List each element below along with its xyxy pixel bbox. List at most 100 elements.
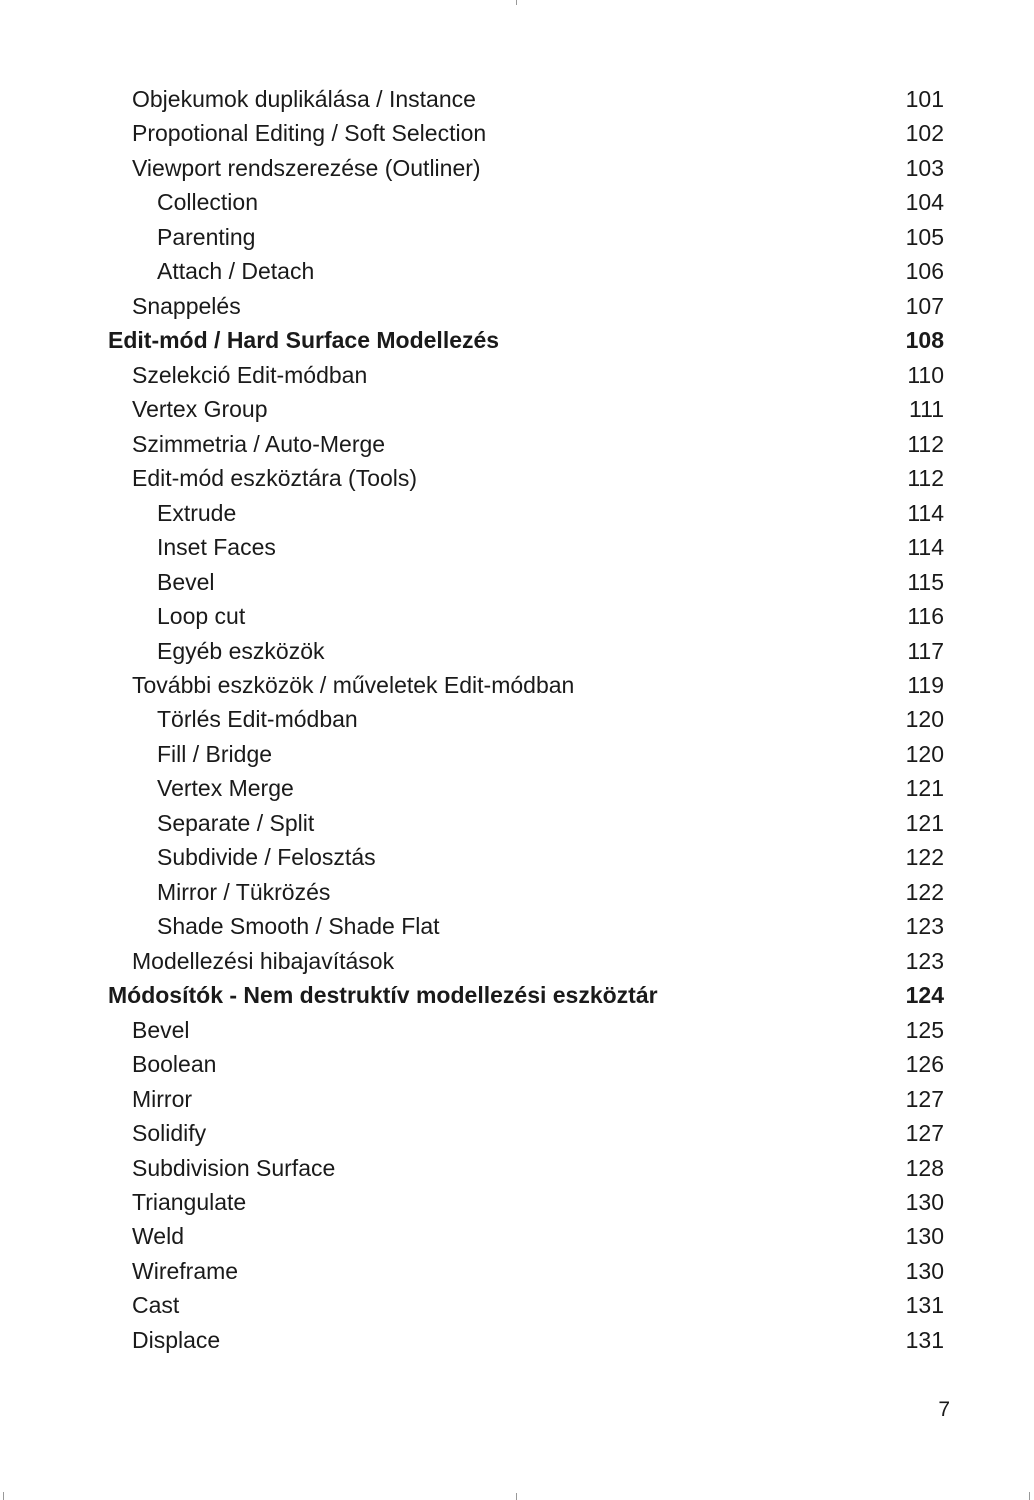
toc-entry[interactable]: Loop cut 116	[0, 599, 1034, 633]
toc-entry-title: Bevel	[157, 568, 215, 595]
toc-entry-title: Objekumok duplikálása / Instance	[132, 86, 476, 112]
toc-entry[interactable]: Wireframe 130	[0, 1254, 1034, 1288]
toc-entry-page: 120	[905, 740, 944, 767]
toc-entry-title: Subdivision Surface	[132, 1154, 336, 1181]
toc-entry-title: Triangulate	[132, 1189, 247, 1215]
toc-entry[interactable]: Edit-mód eszköztára (Tools) 112	[0, 461, 1034, 495]
toc-entry-title: Módosítók - Nem destruktív modellezési e…	[108, 982, 658, 1009]
toc-entry[interactable]: Shade Smooth / Shade Flat 123	[0, 909, 1034, 943]
toc-entry-page: 104	[905, 189, 944, 216]
toc-entry[interactable]: Egyéb eszközök 117	[0, 634, 1034, 668]
toc-entry-page: 130	[905, 1189, 944, 1215]
toc-entry[interactable]: Separate / Split 121	[0, 806, 1034, 840]
toc-entry-title: Cast	[132, 1292, 180, 1319]
toc-entry-page: 123	[905, 913, 944, 940]
toc-entry[interactable]: Törlés Edit-módban 120	[0, 702, 1034, 736]
toc-entry[interactable]: Subdivide / Felosztás 122	[0, 840, 1034, 874]
toc-entry-page: 127	[905, 1085, 944, 1112]
toc-entry-page: 128	[905, 1154, 944, 1181]
toc-entry-page: 124	[905, 982, 944, 1009]
toc-entry-page: 107	[905, 292, 944, 319]
toc-entry-page: 105	[905, 223, 944, 250]
toc-entry-title: Vertex Merge	[157, 775, 294, 802]
toc-entry[interactable]: További eszközök / műveletek Edit-módban…	[0, 668, 1034, 702]
toc-entry-title: Snappelés	[132, 292, 241, 319]
toc-entry[interactable]: Boolean 126	[0, 1047, 1034, 1081]
toc-entry[interactable]: Displace 131	[0, 1323, 1034, 1357]
toc-entry[interactable]: Szimmetria / Auto-Merge 112	[0, 427, 1034, 461]
toc-entry-page: 111	[909, 396, 944, 423]
toc-entry[interactable]: Snappelés 107	[0, 289, 1034, 323]
toc-entry-title: Subdivide / Felosztás	[157, 844, 376, 871]
toc-entry-page: 114	[907, 534, 944, 561]
toc-entry-page: 110	[907, 361, 944, 388]
toc-entry-title: Wireframe	[132, 1257, 239, 1284]
toc-entry-page: 119	[907, 671, 944, 698]
toc-entry-page: 116	[907, 603, 944, 630]
toc-entry-page: 117	[907, 637, 944, 664]
toc-entry[interactable]: Solidify 127	[0, 1116, 1034, 1150]
toc-entry[interactable]: Viewport rendszerezése (Outliner) 103	[0, 151, 1034, 185]
toc-entry-page: 101	[905, 86, 944, 112]
toc-entry[interactable]: Parenting 105	[0, 220, 1034, 254]
toc-entry[interactable]: Subdivision Surface 128	[0, 1151, 1034, 1185]
toc-entry-page: 112	[907, 465, 944, 492]
table-of-contents: Objekumok duplikálása / Instance 101 Propo…	[0, 82, 1034, 1357]
toc-entry-title: Szimmetria / Auto-Merge	[132, 430, 386, 457]
toc-entry-title: Parenting	[157, 223, 256, 250]
toc-entry[interactable]: Extrude 114	[0, 496, 1034, 530]
toc-entry[interactable]: Vertex Merge 121	[0, 771, 1034, 805]
toc-chapter-entry[interactable]: Módosítók - Nem destruktív modellezési e…	[0, 978, 1034, 1012]
toc-entry-title: Separate / Split	[157, 809, 315, 836]
toc-entry-page: 122	[905, 844, 944, 871]
toc-entry-page: 102	[905, 120, 944, 147]
toc-entry[interactable]: Vertex Group 111	[0, 392, 1034, 426]
toc-entry-page: 130	[905, 1223, 944, 1250]
toc-entry-title: Inset Faces	[157, 534, 276, 561]
toc-entry-page: 106	[905, 258, 944, 285]
toc-entry-page: 108	[905, 327, 944, 354]
crop-mark-bottom	[516, 1493, 517, 1500]
toc-entry-title: Solidify	[132, 1120, 207, 1147]
toc-entry-title: Vertex Group	[132, 396, 268, 423]
toc-entry-page: 115	[907, 568, 944, 595]
toc-entry[interactable]: Szelekció Edit-módban 110	[0, 358, 1034, 392]
toc-entry-title: Weld	[132, 1223, 184, 1250]
toc-entry-page: 122	[905, 878, 944, 905]
toc-entry[interactable]: Triangulate 130	[0, 1185, 1034, 1219]
toc-entry-title: Edit-mód / Hard Surface Modellezés	[108, 327, 500, 354]
toc-entry[interactable]: Objekumok duplikálása / Instance 101	[0, 82, 1034, 116]
toc-chapter-entry[interactable]: Edit-mód / Hard Surface Modellezés 108	[0, 323, 1034, 357]
toc-entry[interactable]: Fill / Bridge 120	[0, 737, 1034, 771]
toc-entry-title: Mirror	[132, 1085, 193, 1112]
toc-entry[interactable]: Mirror / Tükrözés 122	[0, 875, 1034, 909]
toc-entry[interactable]: Weld 130	[0, 1219, 1034, 1253]
toc-entry-title: Extrude	[157, 499, 237, 526]
toc-entry[interactable]: Attach / Detach 106	[0, 254, 1034, 288]
toc-entry[interactable]: Collection 104	[0, 185, 1034, 219]
toc-entry[interactable]: Cast 131	[0, 1288, 1034, 1322]
toc-entry[interactable]: Bevel 125	[0, 1013, 1034, 1047]
toc-entry[interactable]: Mirror 127	[0, 1082, 1034, 1116]
toc-entry-page: 123	[905, 947, 944, 974]
crop-mark-bottom-right	[1029, 1492, 1030, 1500]
toc-entry-page: 126	[905, 1051, 944, 1078]
toc-entry-page: 121	[905, 775, 944, 802]
toc-entry-page: 131	[905, 1292, 944, 1319]
toc-entry-page: 131	[905, 1326, 944, 1353]
toc-entry-title: Displace	[132, 1326, 221, 1353]
toc-entry-title: Boolean	[132, 1051, 217, 1078]
toc-entry-title: Attach / Detach	[157, 258, 315, 285]
toc-entry-page: 103	[905, 154, 944, 181]
toc-entry[interactable]: Inset Faces 114	[0, 530, 1034, 564]
toc-entry[interactable]: Bevel 115	[0, 565, 1034, 599]
crop-mark-top	[516, 0, 517, 5]
toc-entry[interactable]: Propotional Editing / Soft Selection 102	[0, 116, 1034, 150]
toc-entry-page: 121	[905, 809, 944, 836]
toc-entry-title: Viewport rendszerezése (Outliner)	[132, 154, 481, 181]
toc-entry[interactable]: Modellezési hibajavítások 123	[0, 944, 1034, 978]
toc-entry-title: Collection	[157, 189, 258, 216]
toc-entry-title: Törlés Edit-módban	[157, 706, 358, 733]
toc-entry-page: 125	[905, 1016, 944, 1043]
toc-entry-title: Loop cut	[157, 603, 246, 630]
